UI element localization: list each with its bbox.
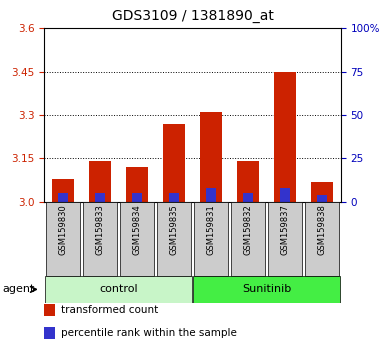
Text: GDS3109 / 1381890_at: GDS3109 / 1381890_at bbox=[112, 9, 273, 23]
Text: GSM159833: GSM159833 bbox=[95, 204, 104, 255]
Bar bbox=[52, 179, 74, 202]
Bar bbox=[126, 167, 148, 202]
Bar bbox=[237, 161, 259, 202]
Bar bbox=[169, 193, 179, 202]
Bar bbox=[163, 124, 185, 202]
Bar bbox=[89, 161, 111, 202]
Text: GSM159831: GSM159831 bbox=[206, 204, 216, 255]
Bar bbox=[132, 193, 142, 202]
Bar bbox=[231, 202, 265, 276]
Text: GSM159838: GSM159838 bbox=[318, 204, 327, 255]
Bar bbox=[193, 276, 340, 303]
Text: agent: agent bbox=[2, 284, 34, 295]
Text: GSM159830: GSM159830 bbox=[58, 204, 67, 255]
Bar bbox=[194, 202, 228, 276]
Bar bbox=[45, 276, 192, 303]
Text: GSM159832: GSM159832 bbox=[244, 204, 253, 255]
Bar bbox=[83, 202, 117, 276]
Text: percentile rank within the sample: percentile rank within the sample bbox=[60, 328, 236, 338]
Bar bbox=[58, 193, 68, 202]
Text: GSM159834: GSM159834 bbox=[132, 204, 141, 255]
Bar bbox=[243, 193, 253, 202]
Text: control: control bbox=[99, 284, 138, 295]
Bar bbox=[95, 193, 105, 202]
Text: Sunitinib: Sunitinib bbox=[242, 284, 291, 295]
Bar bbox=[206, 188, 216, 202]
Bar bbox=[317, 195, 327, 202]
Bar bbox=[280, 188, 290, 202]
Text: GSM159837: GSM159837 bbox=[281, 204, 290, 255]
Bar bbox=[200, 112, 222, 202]
Bar bbox=[305, 202, 339, 276]
Bar bbox=[46, 202, 80, 276]
Text: GSM159835: GSM159835 bbox=[169, 204, 179, 255]
Bar bbox=[268, 202, 302, 276]
Bar bbox=[311, 182, 333, 202]
Bar bbox=[274, 72, 296, 202]
Bar bbox=[120, 202, 154, 276]
Bar bbox=[44, 327, 55, 339]
Bar bbox=[157, 202, 191, 276]
Text: transformed count: transformed count bbox=[60, 305, 158, 315]
Bar bbox=[44, 304, 55, 316]
